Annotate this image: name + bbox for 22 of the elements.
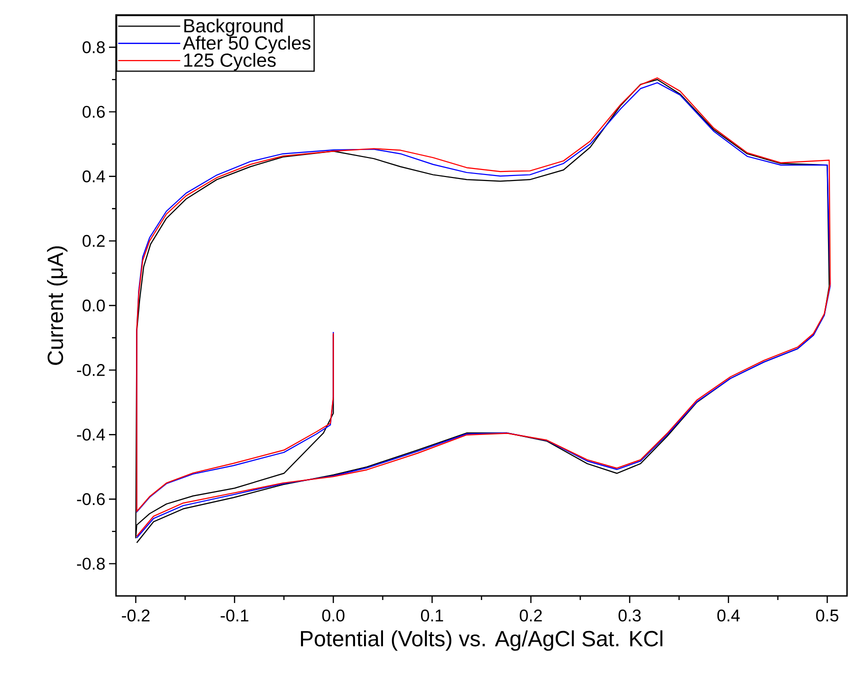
- y-axis-title: Current (μA): [47, 246, 68, 365]
- y-tick-label: -0.6: [77, 493, 105, 506]
- y-tick-label: 0.6: [82, 106, 105, 118]
- legend-label: Background: [184, 18, 283, 36]
- y-tick-label: 0.8: [82, 41, 105, 54]
- x-tick-label: 0.3: [618, 610, 641, 622]
- x-tick-label: 0.2: [520, 610, 542, 622]
- x-tick-label: -0.1: [220, 610, 248, 622]
- y-tick-label: -0.8: [77, 558, 105, 570]
- x-tick-label: 0.1: [420, 610, 444, 622]
- x-tick-label: 0.5: [816, 610, 838, 622]
- x-axis-title: Potential (Volts) vs. Ag/AgCl Sat. KCl: [300, 630, 662, 651]
- y-tick-label: -0.2: [77, 364, 105, 376]
- y-tick-label: 0.0: [82, 299, 105, 312]
- legend-label: After 50 Cycles: [182, 36, 310, 54]
- y-tick-label: 0.4: [82, 170, 105, 182]
- y-tick-label: 0.2: [82, 234, 105, 247]
- y-tick-label: -0.4: [77, 428, 105, 441]
- legend-label: 125 Cycles: [184, 52, 276, 71]
- x-tick-label: 0.4: [717, 610, 740, 622]
- x-tick-label: 0.0: [322, 610, 344, 622]
- x-tick-label: -0.2: [122, 610, 150, 622]
